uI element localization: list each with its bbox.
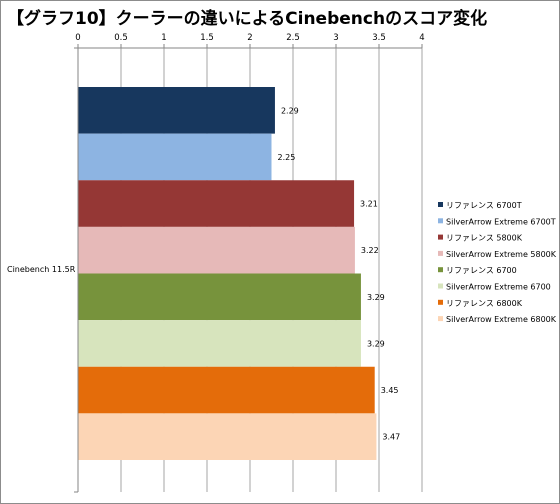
data-label: 2.25	[278, 153, 296, 162]
bar	[78, 366, 375, 414]
category-label: Cinebench 11.5R	[7, 265, 76, 274]
category-labels: Cinebench 11.5R	[7, 265, 76, 274]
x-tick-label: 0.5	[114, 33, 128, 43]
legend-label: SilverArrow Extreme 6700	[446, 283, 551, 292]
legend-swatch	[438, 202, 443, 207]
legend-label: SilverArrow Extreme 6700T	[446, 217, 556, 226]
bar	[78, 320, 361, 367]
bar	[78, 413, 377, 460]
x-tick-label: 2.5	[286, 33, 300, 43]
bar	[78, 273, 361, 321]
legend-label: リファレンス 6800K	[446, 299, 523, 308]
bars	[78, 87, 377, 460]
data-labels: 2.29 2.25 3.21 3.22 3.29 3.29 3.45 3.47	[278, 106, 401, 441]
legend-label: リファレンス 6700	[446, 266, 517, 275]
x-tick-label: 1	[161, 33, 166, 43]
data-label: 3.29	[367, 339, 385, 348]
legend-label: SilverArrow Extreme 5800K	[446, 250, 557, 259]
chart-title: 【グラフ10】クーラーの違いによるCinebenchのスコア変化	[7, 9, 488, 29]
bar	[78, 180, 355, 227]
data-label: 3.45	[381, 386, 399, 395]
legend-swatch	[438, 316, 443, 322]
legend-swatch	[438, 250, 443, 256]
x-tick-label: 3.5	[372, 33, 386, 43]
x-tick-label: 3	[333, 33, 338, 43]
x-tick-label: 2	[247, 33, 252, 43]
bar	[78, 87, 275, 134]
legend-label: SilverArrow Extreme 6800K	[446, 315, 557, 324]
axes	[74, 47, 422, 493]
legend-label: リファレンス 5800K	[446, 234, 523, 243]
data-label: 3.47	[382, 433, 400, 442]
data-label: 3.22	[361, 246, 379, 255]
legend-label: リファレンス 6700T	[446, 201, 522, 210]
legend-swatch	[438, 299, 443, 305]
legend-swatch	[438, 283, 443, 289]
data-label: 2.29	[281, 106, 299, 115]
bar	[78, 133, 272, 181]
x-axis-ticks: 0 0.5 1 1.5 2 2.5 3 3.5 4	[75, 33, 425, 48]
data-label: 3.29	[367, 293, 385, 302]
x-tick-label: 4	[419, 33, 424, 43]
legend-swatch	[438, 267, 443, 273]
bar	[78, 226, 355, 274]
data-label: 3.21	[360, 200, 378, 209]
x-tick-label: 0	[75, 33, 80, 43]
legend-swatch	[438, 234, 443, 240]
legend-swatch	[438, 218, 443, 224]
legend: リファレンス 6700T SilverArrow Extreme 6700T リファ…	[438, 201, 557, 324]
x-tick-label: 1.5	[200, 33, 214, 43]
